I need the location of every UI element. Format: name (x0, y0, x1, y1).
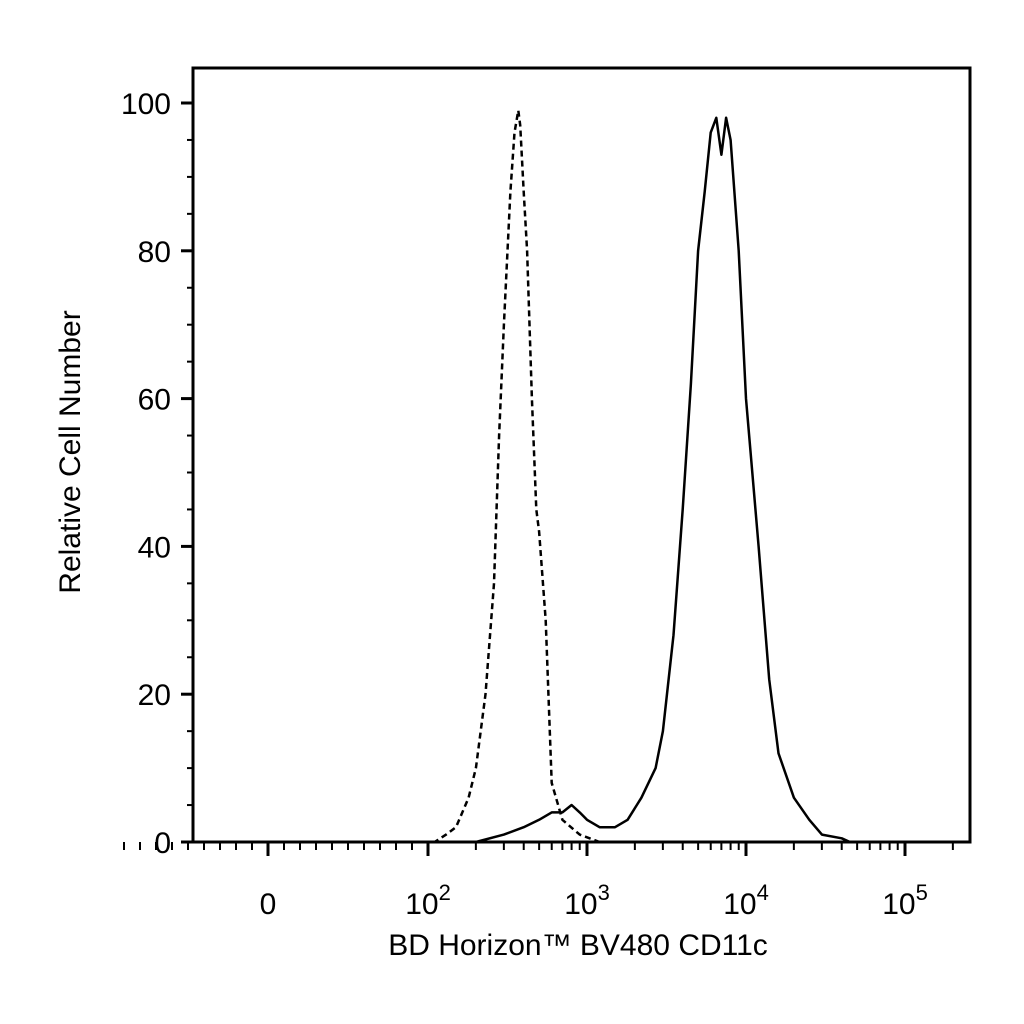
series-line-solid (193, 116, 851, 844)
plot-frame-group (191, 66, 972, 844)
x-tick-exponent-2: 3 (598, 880, 610, 905)
x-tick-exponent-4: 5 (916, 880, 928, 905)
y-tick-label-0: 0 (154, 827, 171, 860)
x-tick-label-2: 103 (564, 880, 610, 921)
x-tick-exponent-1: 2 (439, 880, 451, 905)
x-tick-exponent-3: 4 (757, 880, 769, 905)
series-line-dashed (193, 109, 842, 844)
y-tick-label-40: 40 (138, 531, 171, 564)
series-layer (193, 109, 851, 844)
x-tick-label-4: 105 (882, 880, 928, 921)
x-tick-label-3: 104 (723, 880, 769, 921)
y-tick-label-100: 100 (121, 88, 171, 121)
y-axis: 0 20 40 60 80 100 (121, 88, 193, 860)
y-axis-title: Relative Cell Number (54, 310, 87, 593)
x-tick-label-0: 0 (260, 888, 277, 921)
x-axis: 0 102 103 104 105 (123, 842, 954, 921)
plot-frame (191, 66, 972, 844)
x-tick-label-1: 102 (405, 880, 451, 921)
y-tick-label-20: 20 (138, 679, 171, 712)
y-tick-label-60: 60 (138, 384, 171, 417)
y-tick-label-80: 80 (138, 236, 171, 269)
x-axis-title: BD Horizon™ BV480 CD11c (388, 929, 768, 962)
